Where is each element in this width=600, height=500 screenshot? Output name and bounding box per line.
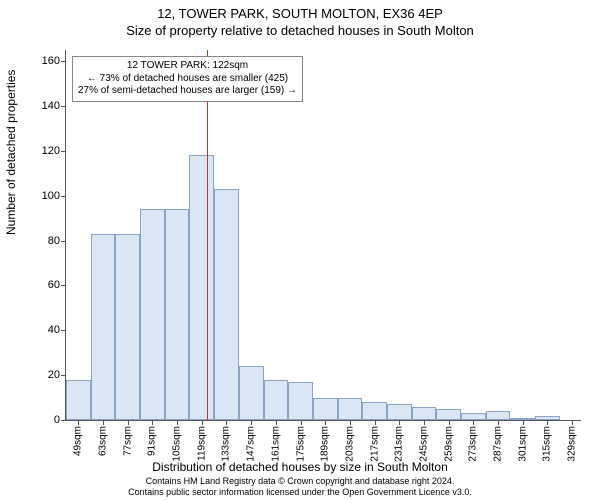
y-tick-label: 60 (48, 279, 60, 291)
license-line-1: Contains HM Land Registry data © Crown c… (0, 476, 600, 487)
x-tick-mark (276, 420, 277, 425)
histogram-bar (436, 409, 461, 420)
histogram-bar (313, 398, 338, 420)
y-tick-mark (61, 196, 66, 197)
x-tick-mark (572, 420, 573, 425)
histogram-bar (288, 382, 313, 420)
x-tick-mark (152, 420, 153, 425)
x-tick-label: 147sqm (246, 426, 257, 462)
x-tick-label: 287sqm (493, 426, 504, 462)
x-tick-label: 49sqm (73, 426, 84, 456)
histogram-bar (264, 380, 289, 420)
reference-line (207, 50, 208, 420)
histogram-bar (338, 398, 363, 420)
x-tick-mark (128, 420, 129, 425)
x-tick-label: 63sqm (98, 426, 109, 456)
x-tick-label: 189sqm (320, 426, 331, 462)
y-tick-label: 0 (54, 414, 60, 426)
chart-title-line2: Size of property relative to detached ho… (0, 21, 600, 38)
y-tick-mark (61, 285, 66, 286)
x-tick-mark (375, 420, 376, 425)
x-tick-label: 91sqm (147, 426, 158, 456)
histogram-bar (535, 416, 560, 420)
annotation-line-1: 12 TOWER PARK: 122sqm (78, 60, 297, 73)
y-tick-mark (61, 151, 66, 152)
x-tick-mark (350, 420, 351, 425)
histogram-bar (387, 404, 412, 420)
histogram-bar (91, 234, 116, 420)
x-tick-mark (547, 420, 548, 425)
x-tick-label: 217sqm (369, 426, 380, 462)
x-tick-label: 161sqm (270, 426, 281, 462)
y-tick-mark (61, 375, 66, 376)
x-tick-mark (226, 420, 227, 425)
x-tick-mark (177, 420, 178, 425)
x-axis-label: Distribution of detached houses by size … (0, 460, 600, 474)
histogram-bar (239, 366, 264, 420)
y-tick-label: 40 (48, 324, 60, 336)
x-tick-mark (301, 420, 302, 425)
x-tick-mark (399, 420, 400, 425)
plot-area: 02040608010012014016049sqm63sqm77sqm91sq… (65, 50, 581, 421)
license-line-2: Contains public sector information licen… (0, 487, 600, 498)
x-tick-label: 329sqm (567, 426, 578, 462)
x-tick-mark (251, 420, 252, 425)
y-tick-label: 120 (42, 145, 60, 157)
y-tick-label: 20 (48, 369, 60, 381)
y-tick-mark (61, 241, 66, 242)
histogram-bar (165, 209, 190, 420)
histogram-bar (461, 413, 486, 420)
x-tick-label: 245sqm (419, 426, 430, 462)
x-tick-label: 231sqm (394, 426, 405, 462)
y-axis-label: Number of detached properties (4, 70, 18, 235)
annotation-line-2: ← 73% of detached houses are smaller (42… (78, 73, 297, 86)
x-tick-mark (78, 420, 79, 425)
y-tick-label: 140 (42, 100, 60, 112)
histogram-bar (214, 189, 239, 420)
x-tick-mark (202, 420, 203, 425)
y-tick-label: 100 (42, 190, 60, 202)
x-tick-label: 133sqm (221, 426, 232, 462)
y-tick-mark (61, 330, 66, 331)
x-tick-label: 105sqm (172, 426, 183, 462)
x-tick-mark (498, 420, 499, 425)
annotation-line-3: 27% of semi-detached houses are larger (… (78, 85, 297, 98)
x-tick-mark (424, 420, 425, 425)
histogram-bar (189, 155, 214, 420)
x-tick-mark (103, 420, 104, 425)
histogram-bar (412, 407, 437, 420)
chart-title-line1: 12, TOWER PARK, SOUTH MOLTON, EX36 4EP (0, 0, 600, 21)
x-tick-label: 315sqm (542, 426, 553, 462)
y-tick-label: 80 (48, 235, 60, 247)
x-tick-label: 203sqm (344, 426, 355, 462)
y-tick-mark (61, 61, 66, 62)
y-tick-mark (61, 420, 66, 421)
histogram-bar (140, 209, 165, 420)
histogram-bar (486, 411, 511, 420)
x-tick-label: 77sqm (122, 426, 133, 456)
histogram-bar (66, 380, 91, 420)
x-tick-label: 273sqm (468, 426, 479, 462)
x-tick-mark (325, 420, 326, 425)
chart-container: 12, TOWER PARK, SOUTH MOLTON, EX36 4EP S… (0, 0, 600, 500)
x-tick-label: 175sqm (295, 426, 306, 462)
histogram-bar (115, 234, 140, 420)
x-tick-mark (523, 420, 524, 425)
license-text: Contains HM Land Registry data © Crown c… (0, 476, 600, 498)
x-tick-mark (473, 420, 474, 425)
histogram-bar (510, 418, 535, 420)
x-tick-label: 119sqm (196, 426, 207, 461)
x-tick-mark (449, 420, 450, 425)
y-tick-mark (61, 106, 66, 107)
histogram-bar (362, 402, 387, 420)
x-tick-label: 301sqm (517, 426, 528, 462)
x-tick-label: 259sqm (443, 426, 454, 462)
y-tick-label: 160 (42, 55, 60, 67)
annotation-box: 12 TOWER PARK: 122sqm ← 73% of detached … (72, 56, 303, 102)
